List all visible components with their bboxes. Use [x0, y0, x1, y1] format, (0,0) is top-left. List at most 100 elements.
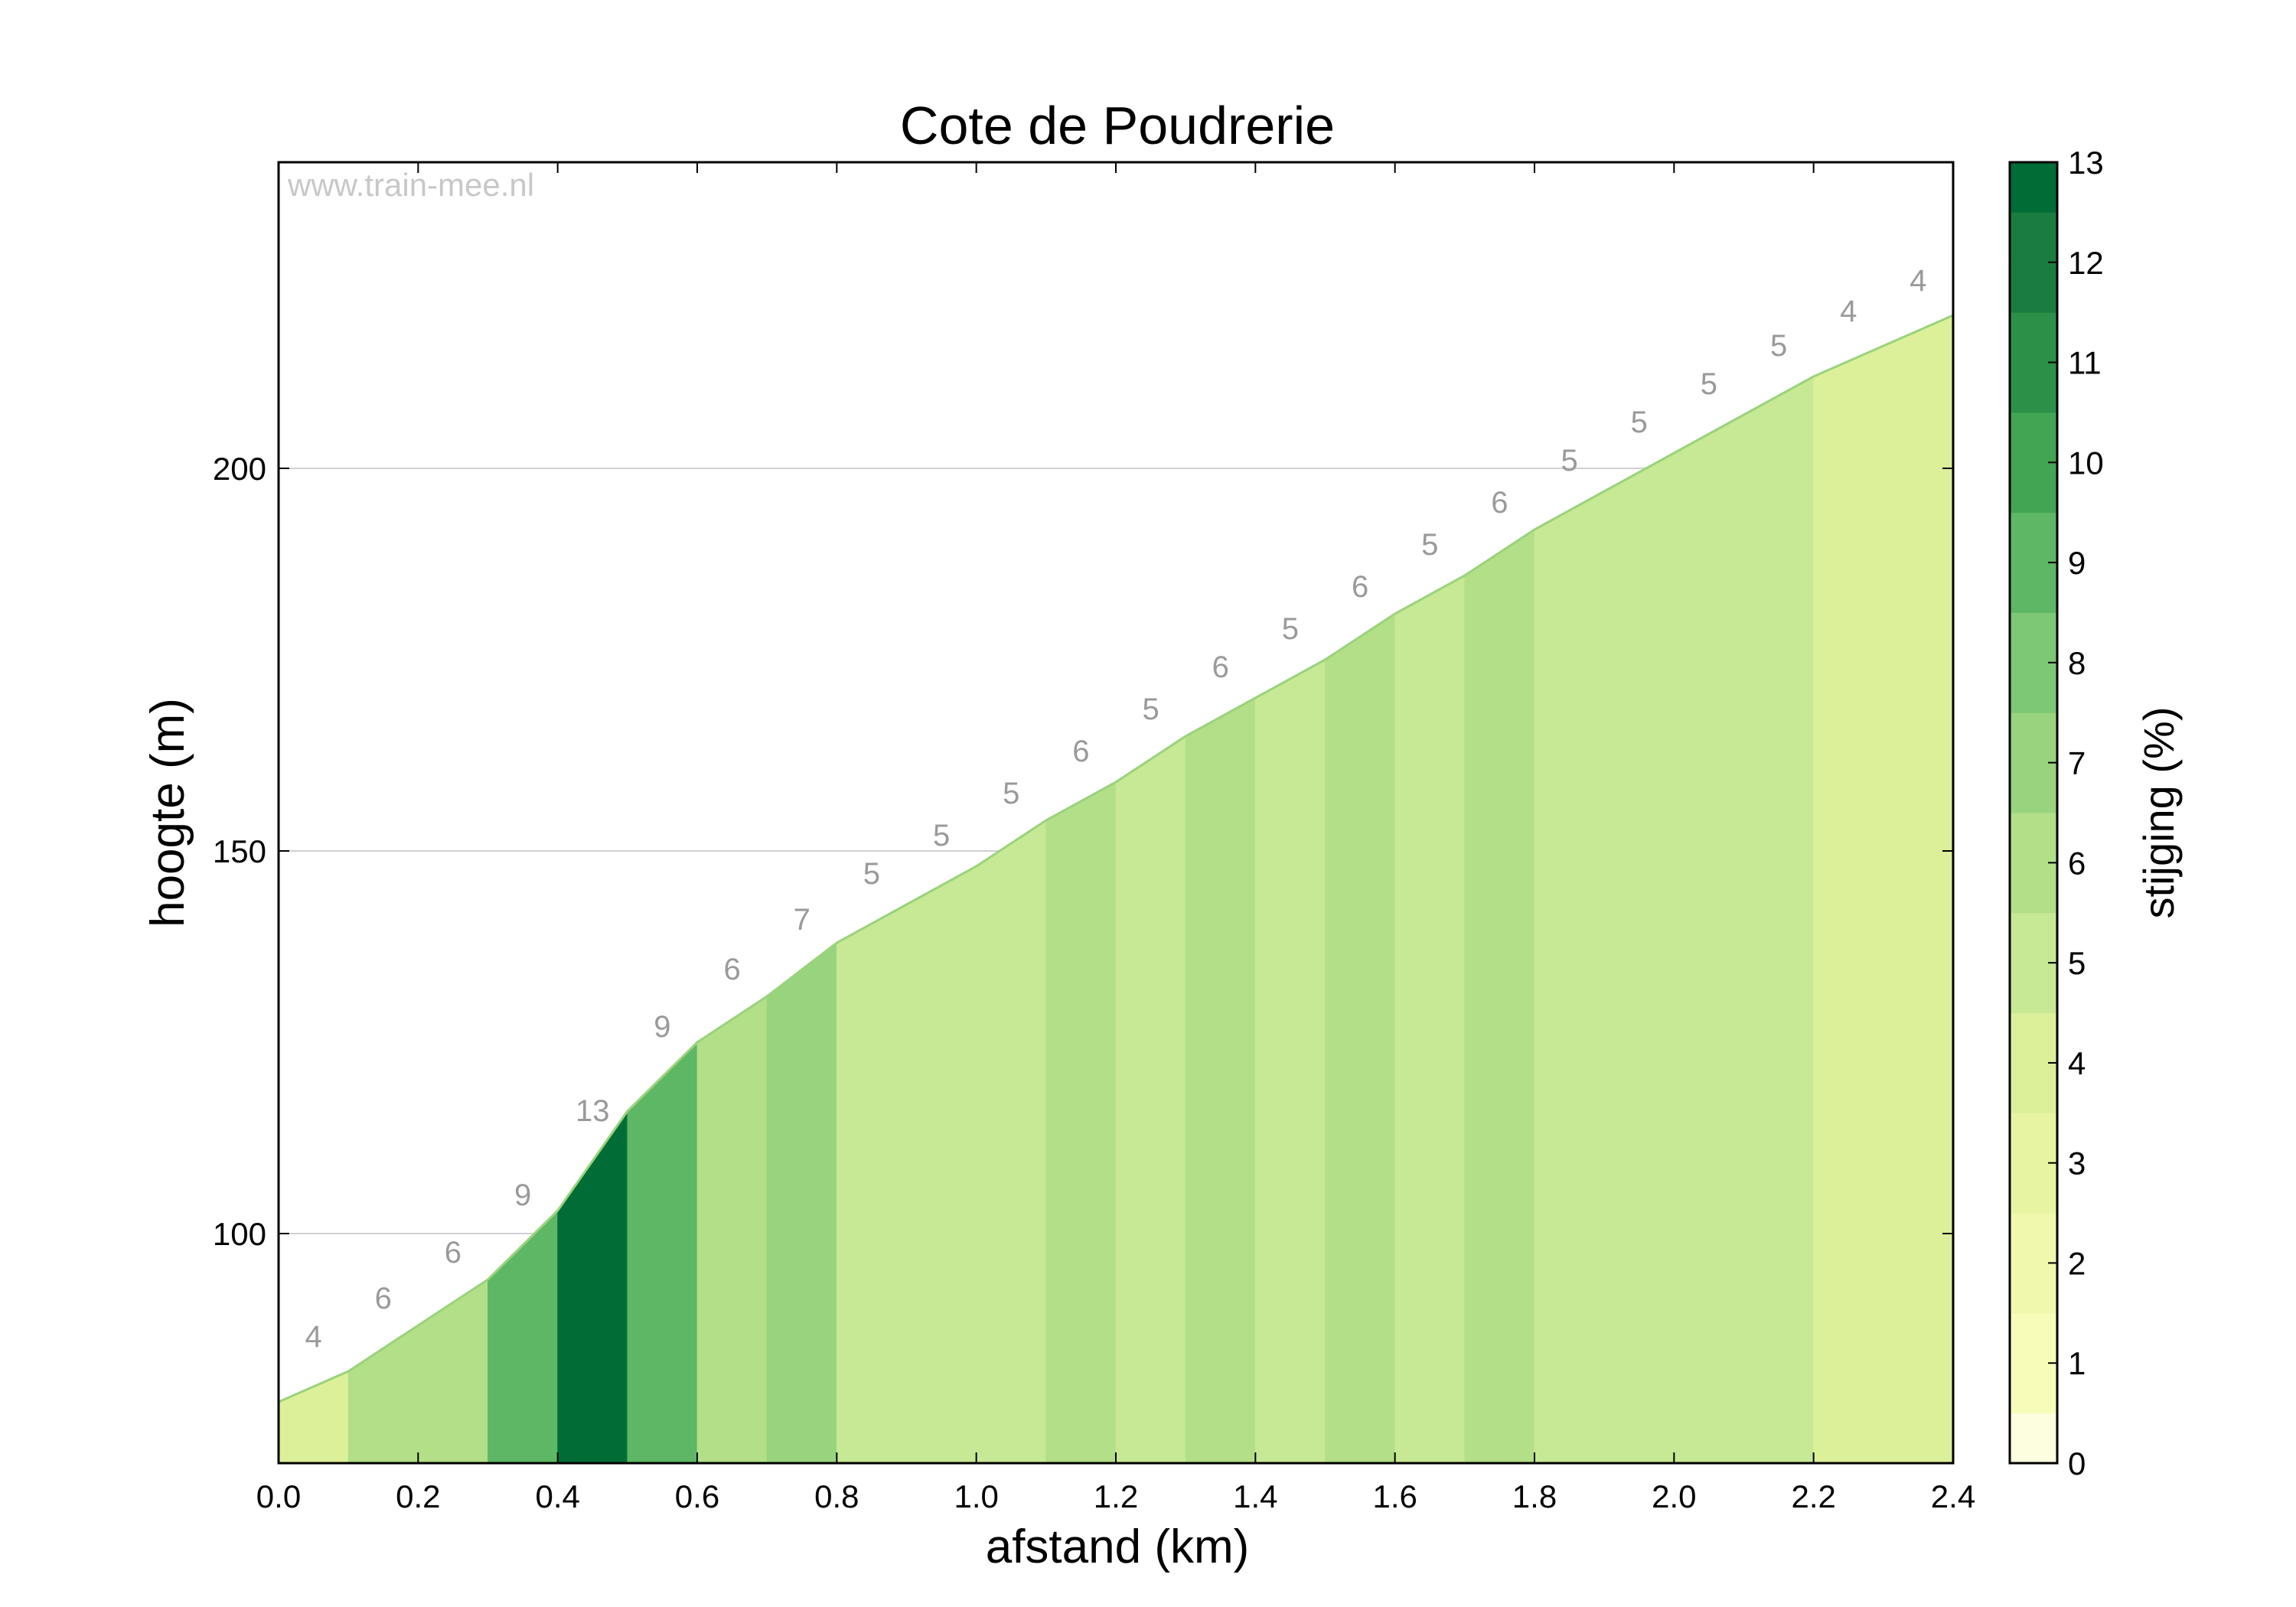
- x-tick-label: 0.0: [256, 1478, 301, 1514]
- gradient-label: 5: [933, 819, 950, 852]
- colorbar-tick-label: 9: [2068, 545, 2086, 581]
- gradient-label: 6: [1352, 570, 1368, 604]
- colorbar-band: [2010, 762, 2057, 813]
- plot-area: 4 6 6 9 13 9 6 7 5 5 5 6 5 6 5 6 5 6 5 5 5 5 4 4 0.0 0.2 0.4 0.6 0.8…: [213, 161, 1975, 1514]
- profile-segment-6: [696, 996, 768, 1464]
- profile-segment-7: [766, 942, 837, 1464]
- colorbar-band: [2010, 662, 2057, 713]
- colorbar-band: [2010, 1012, 2057, 1064]
- colorbar-band: [2010, 1113, 2057, 1164]
- colorbar-band: [2010, 712, 2057, 764]
- colorbar-tick-label: 1: [2068, 1345, 2086, 1381]
- gradient-label: 4: [305, 1320, 321, 1354]
- colorbar-band: [2010, 412, 2057, 463]
- colorbar-band: [2010, 1062, 2057, 1113]
- colorbar-band: [2010, 312, 2057, 363]
- colorbar-band: [2010, 162, 2057, 213]
- profile-segment-8: [836, 904, 907, 1464]
- colorbar-tick-label: 7: [2068, 745, 2086, 781]
- gradient-label: 5: [1142, 693, 1159, 726]
- gradient-label: 13: [576, 1094, 610, 1128]
- gradient-label: 6: [1072, 735, 1089, 768]
- x-tick-label: 2.2: [1791, 1478, 1835, 1514]
- profile-segment-19: [1603, 452, 1675, 1464]
- x-tick-label: 1.2: [1094, 1478, 1138, 1514]
- gradient-label: 6: [1491, 486, 1508, 520]
- colorbar-band: [2010, 1312, 2057, 1364]
- colorbar-band: [2010, 1363, 2057, 1414]
- profile-segment-15: [1325, 613, 1396, 1464]
- colorbar-tick-label: 3: [2068, 1146, 2086, 1182]
- x-tick-label: 0.6: [675, 1478, 719, 1514]
- gradient-label: 5: [1631, 406, 1648, 439]
- y-tick-label: 200: [213, 451, 266, 487]
- colorbar-band: [2010, 212, 2057, 263]
- gradient-label: 5: [1003, 777, 1019, 810]
- colorbar-band: [2010, 963, 2057, 1014]
- y-axis-label: hoogte (m): [142, 698, 194, 927]
- profile-segment-22: [1813, 345, 1884, 1464]
- profile-segment-16: [1394, 575, 1466, 1464]
- colorbar-label: stijging (%): [2135, 707, 2183, 919]
- gradient-label: 6: [1212, 650, 1229, 684]
- colorbar-band: [2010, 1263, 2057, 1314]
- colorbar-tick-label: 12: [2068, 245, 2104, 281]
- colorbar-band: [2010, 612, 2057, 663]
- colorbar-tick-label: 2: [2068, 1245, 2086, 1281]
- x-tick-label: 0.4: [535, 1478, 579, 1514]
- watermark: www.train-mee.nl: [287, 167, 534, 203]
- chart-title: Cote de Poudrerie: [900, 96, 1335, 155]
- gradient-label: 6: [445, 1236, 461, 1270]
- colorbar-tick-label: 8: [2068, 645, 2086, 681]
- colorbar-band: [2010, 1213, 2057, 1263]
- colorbar-band: [2010, 362, 2057, 413]
- profile-line: [278, 314, 1954, 1403]
- x-tick-label: 0.2: [396, 1478, 440, 1514]
- profile-segment-14: [1254, 659, 1326, 1464]
- y-tick-label: 150: [213, 833, 266, 869]
- colorbar-frame: [2008, 161, 2059, 1465]
- y-tick-label: 100: [213, 1216, 266, 1252]
- x-tick-label: 1.0: [954, 1478, 998, 1514]
- colorbar-band: [2010, 1413, 2057, 1464]
- x-tick-label: 1.8: [1512, 1478, 1557, 1514]
- profile-segment-17: [1464, 529, 1535, 1464]
- profile-segment-20: [1673, 414, 1744, 1464]
- colorbar-band: [2010, 912, 2057, 963]
- gradient-label: 5: [1701, 367, 1717, 401]
- colorbar-band: [2010, 562, 2057, 613]
- profile-segment-11: [1045, 781, 1117, 1464]
- gradient-label: 7: [794, 903, 810, 937]
- x-tick-label: 1.6: [1372, 1478, 1417, 1514]
- x-tick-label: 2.0: [1652, 1478, 1696, 1514]
- colorbar-band: [2010, 262, 2057, 313]
- colorbar-tick-label: 13: [2068, 145, 2104, 181]
- gradient-label: 5: [863, 857, 880, 891]
- colorbar-band: [2010, 1162, 2057, 1214]
- gradient-label: 5: [1421, 528, 1438, 562]
- x-tick-label: 2.4: [1931, 1478, 1975, 1514]
- profile-segment-12: [1115, 735, 1186, 1464]
- gradient-label: 5: [1282, 612, 1299, 646]
- gradient-label: 9: [514, 1178, 531, 1212]
- x-tick-label: 0.8: [814, 1478, 859, 1514]
- colorbar-band: [2010, 862, 2057, 914]
- colorbar-band: [2010, 512, 2057, 563]
- colorbar-tick-label: 4: [2068, 1045, 2086, 1081]
- profile-segment-23: [1883, 315, 1954, 1464]
- gradient-label: 4: [1910, 264, 1926, 298]
- gradient-label: 6: [723, 953, 740, 986]
- colorbar-tick-label: 0: [2068, 1446, 2086, 1482]
- gradient-label: 5: [1561, 444, 1577, 478]
- profile-segment-10: [976, 820, 1047, 1464]
- colorbar-tick-label: 5: [2068, 945, 2086, 981]
- colorbar-tick-label: 10: [2068, 445, 2104, 481]
- profile-segment-21: [1743, 376, 1815, 1464]
- profile-segment-9: [906, 865, 977, 1464]
- x-axis-label: afstand (km): [986, 1521, 1250, 1573]
- colorbar-tick-label: 6: [2068, 845, 2086, 881]
- gradient-label: 6: [375, 1282, 392, 1315]
- gradient-label: 9: [654, 1010, 670, 1044]
